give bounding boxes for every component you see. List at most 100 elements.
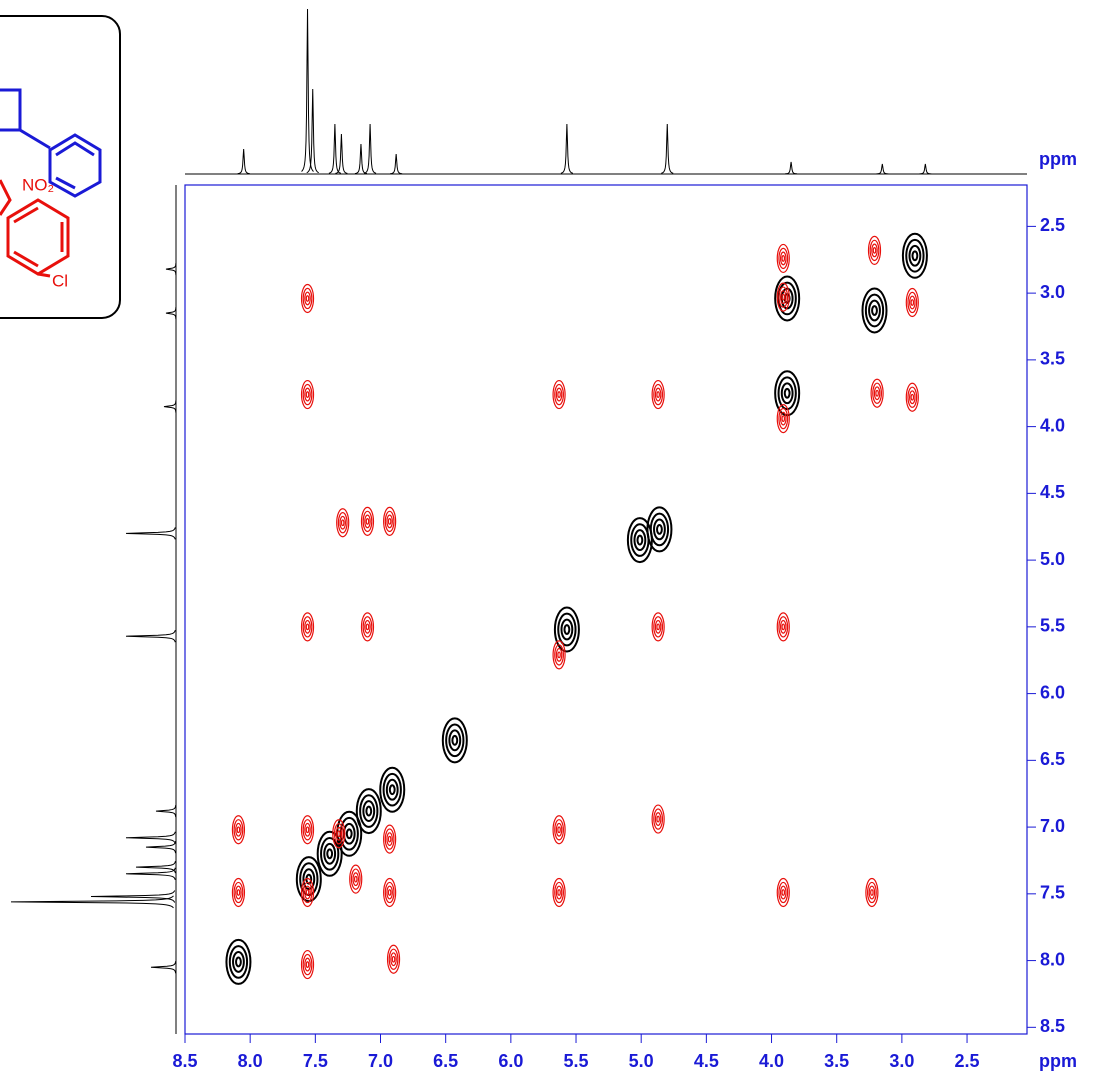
cross-peak: [652, 805, 664, 833]
contour-ring: [324, 844, 335, 864]
y-tick-label: 6.5: [1040, 749, 1065, 769]
contour-ring: [869, 301, 880, 321]
chloro-label: Cl: [52, 271, 68, 290]
y-tick-label: 3.0: [1040, 282, 1065, 302]
contour-ring: [366, 807, 371, 816]
contour-ring: [236, 958, 241, 967]
contour-ring: [236, 823, 241, 836]
cross-peak: [628, 518, 652, 562]
left-projection-peak: [126, 832, 175, 844]
contour-ring: [634, 530, 645, 550]
contour-ring: [657, 525, 662, 534]
contour-ring: [655, 621, 660, 634]
contour-ring: [306, 962, 308, 968]
contour-ring: [391, 953, 396, 966]
contour-ring: [871, 890, 873, 896]
contour-ring: [655, 388, 660, 401]
cross-peak: [866, 879, 878, 907]
contour-ring: [657, 816, 659, 822]
y-tick-label: 5.5: [1040, 616, 1065, 636]
cross-peak: [903, 234, 927, 278]
contour-ring: [561, 620, 572, 640]
contour-ring: [910, 246, 921, 266]
cross-peak: [652, 381, 664, 409]
contour-ring: [236, 886, 241, 899]
contour-ring: [305, 823, 310, 836]
x-axis-label: ppm: [1039, 1051, 1077, 1071]
contour-ring: [655, 813, 660, 826]
contour-ring: [338, 831, 340, 837]
contour-ring: [873, 248, 875, 254]
top-projection-peak: [561, 124, 573, 173]
y-tick-label: 8.0: [1040, 949, 1065, 969]
y-tick-label: 5.0: [1040, 549, 1065, 569]
contour-ring: [347, 829, 352, 838]
x-tick-label: 2.5: [955, 1051, 980, 1071]
top-projection-peak: [661, 124, 673, 173]
contour-ring: [785, 389, 790, 398]
cross-peak: [333, 820, 345, 848]
cross-peak: [357, 789, 381, 833]
contour-ring: [637, 536, 642, 545]
x-tick-label: 4.0: [759, 1051, 784, 1071]
contour-ring: [305, 292, 310, 305]
contour-ring: [556, 388, 561, 401]
y-tick-label: 3.5: [1040, 349, 1065, 369]
contour-ring: [342, 520, 344, 526]
contour-ring: [556, 886, 561, 899]
contour-ring: [556, 649, 561, 662]
cross-peak: [388, 945, 400, 973]
cross-peak: [777, 244, 789, 272]
contour-ring: [781, 252, 786, 265]
contour-ring: [782, 383, 793, 403]
contour-ring: [869, 886, 874, 899]
cross-peak: [777, 283, 789, 311]
contour-ring: [782, 416, 784, 422]
cross-peak: [350, 865, 362, 893]
cross-peak: [652, 613, 664, 641]
left-projection-peak: [146, 841, 176, 853]
contour-ring: [388, 890, 390, 896]
structure: NO₂ Cl: [0, 16, 120, 318]
left-projection-peak: [136, 861, 175, 873]
y-tick-label: 8.5: [1040, 1016, 1065, 1036]
cross-peak: [337, 509, 349, 537]
cross-peak: [906, 288, 918, 316]
cross-peak: [777, 405, 789, 433]
contour-ring: [366, 519, 368, 525]
y-axis-label: ppm: [1039, 149, 1077, 169]
contour-ring: [355, 876, 357, 882]
contour-ring: [782, 256, 784, 262]
cross-peak: [361, 507, 373, 535]
cross-peak: [553, 816, 565, 844]
x-tick-label: 5.5: [564, 1051, 589, 1071]
cross-peak: [777, 879, 789, 907]
contour-ring: [237, 827, 239, 833]
contour-ring: [558, 652, 560, 658]
cross-peak: [302, 381, 314, 409]
cross-peak: [869, 236, 881, 264]
left-projection-peak: [151, 961, 176, 973]
x-tick-label: 3.0: [889, 1051, 914, 1071]
contour-ring: [363, 801, 374, 821]
contour-ring: [558, 827, 560, 833]
cross-peak: [553, 381, 565, 409]
contour-ring: [782, 890, 784, 896]
y-tick-label: 7.0: [1040, 816, 1065, 836]
contour-ring: [387, 780, 398, 800]
cross-peak: [863, 288, 887, 332]
contour-ring: [657, 392, 659, 398]
contour-ring: [452, 736, 457, 745]
contour-ring: [387, 833, 392, 846]
left-projection-peak: [166, 307, 176, 319]
contour-ring: [558, 392, 560, 398]
contour-ring: [910, 391, 915, 404]
cross-peak: [384, 879, 396, 907]
y-tick-label: 4.0: [1040, 415, 1065, 435]
cross-peak: [384, 825, 396, 853]
cross-peak: [553, 641, 565, 669]
cross-peak: [777, 613, 789, 641]
contour-ring: [340, 516, 345, 529]
cross-peak: [871, 379, 883, 407]
cross-peak: [232, 879, 244, 907]
